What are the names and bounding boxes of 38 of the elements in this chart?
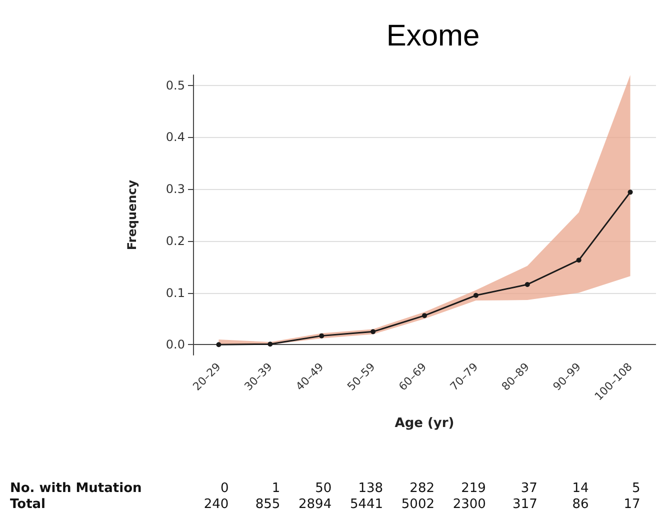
text: 2300 bbox=[452, 497, 486, 512]
point bbox=[422, 313, 427, 318]
text: 317 bbox=[512, 497, 538, 512]
text: 2894 bbox=[298, 497, 332, 512]
point bbox=[319, 333, 324, 338]
text: 855 bbox=[255, 497, 280, 512]
y-tick-label: 0.2 bbox=[166, 234, 185, 248]
text: 282 bbox=[410, 481, 434, 496]
y-tick-label: 0.1 bbox=[166, 286, 185, 300]
text: 37 bbox=[520, 481, 538, 496]
point bbox=[628, 190, 633, 195]
y-tick-label: 0.5 bbox=[166, 78, 185, 92]
text: 1 bbox=[272, 481, 280, 496]
y-tick-label: 0.0 bbox=[166, 338, 185, 352]
point bbox=[524, 282, 530, 287]
text: 86 bbox=[572, 497, 589, 512]
y-axis-title: Frequency bbox=[125, 180, 139, 250]
text: 219 bbox=[461, 481, 486, 496]
point bbox=[370, 329, 376, 334]
x-axis-title: Age (yr) bbox=[394, 416, 454, 431]
text: 5441 bbox=[350, 497, 384, 512]
point bbox=[268, 342, 273, 347]
text: 138 bbox=[358, 481, 384, 496]
text: 0 bbox=[220, 481, 229, 496]
text: 5 bbox=[632, 481, 640, 496]
text: 50 bbox=[315, 481, 332, 496]
chart-title: Exome bbox=[386, 20, 480, 52]
point bbox=[576, 258, 582, 263]
text: 17 bbox=[624, 497, 640, 512]
text: 14 bbox=[572, 481, 589, 496]
text: No. with Mutation bbox=[10, 481, 142, 496]
point bbox=[473, 292, 478, 298]
text: Total bbox=[10, 497, 46, 512]
point bbox=[216, 342, 222, 348]
y-tick-label: 0.4 bbox=[166, 130, 185, 144]
text: 240 bbox=[204, 497, 229, 512]
text: 5002 bbox=[401, 497, 434, 512]
y-tick-label: 0.3 bbox=[166, 182, 185, 196]
